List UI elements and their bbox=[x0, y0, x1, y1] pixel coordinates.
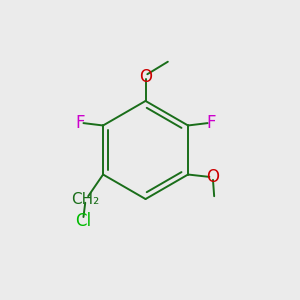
Text: F: F bbox=[206, 114, 216, 132]
Text: O: O bbox=[206, 168, 219, 186]
Text: CH₂: CH₂ bbox=[71, 192, 99, 207]
Text: F: F bbox=[75, 114, 85, 132]
Text: O: O bbox=[139, 68, 152, 85]
Text: Cl: Cl bbox=[75, 212, 91, 230]
